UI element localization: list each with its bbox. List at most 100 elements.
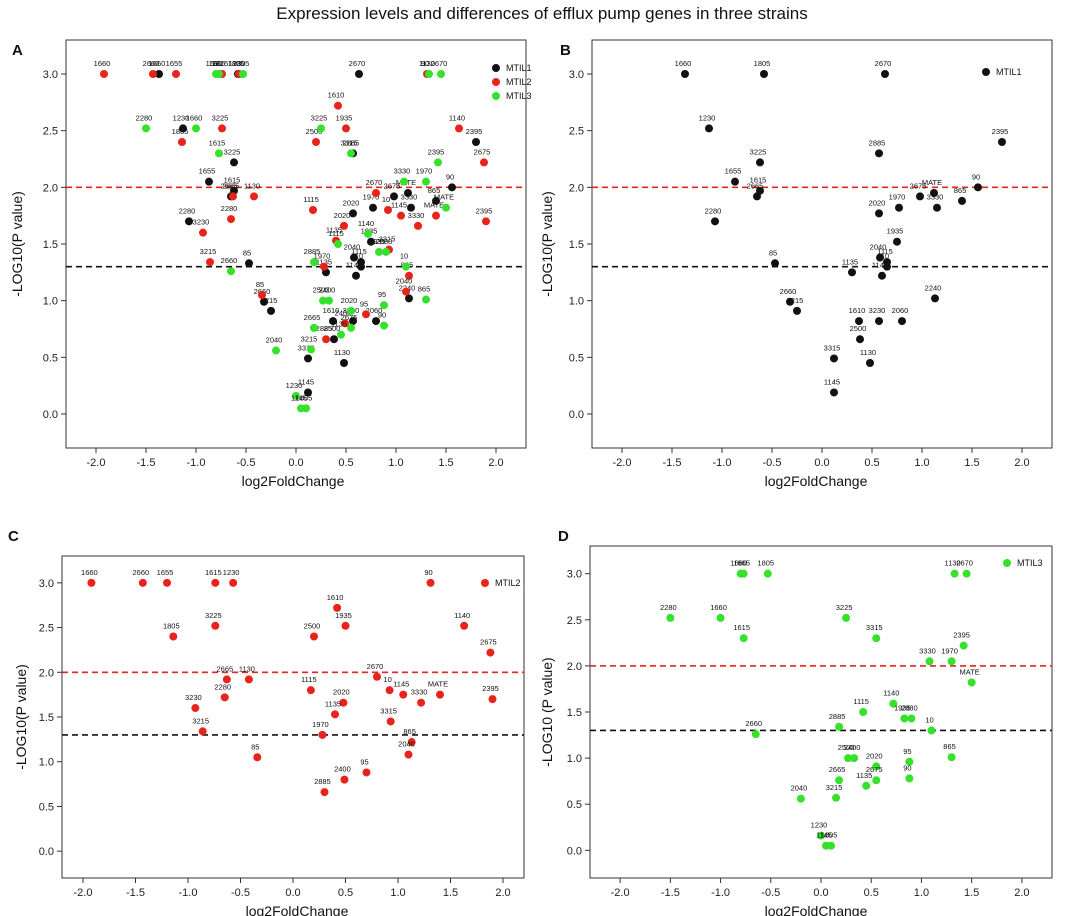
point-label: 90 xyxy=(903,763,911,772)
data-point-mtil1 xyxy=(448,183,456,192)
point-label: 2885 xyxy=(869,138,886,147)
data-point-mtil3 xyxy=(227,267,235,276)
point-label: 3330 xyxy=(927,193,944,202)
point-label: 10 xyxy=(881,252,889,261)
point-label: 3215 xyxy=(192,716,209,725)
legend-marker-mtil1 xyxy=(492,64,500,72)
legend-marker-mtil2 xyxy=(492,78,500,86)
data-point-mtil2 xyxy=(339,698,348,707)
point-label: 1145 xyxy=(391,201,407,210)
y-tick-label: 2.5 xyxy=(43,126,58,138)
data-point-mtil3 xyxy=(889,699,898,708)
point-label: 865 xyxy=(428,186,441,195)
point-label: 2670 xyxy=(431,59,448,68)
panel-d: -2.0 -1.5 -1.0 -0.5 0.0 0.5 1.0 1.5 2.0 0.0 0.5 1.0… xyxy=(539,545,1053,916)
point-label: 1145 xyxy=(298,377,314,386)
point-label: 3315 xyxy=(298,343,315,352)
data-point-mtil2 xyxy=(436,690,444,699)
data-point-mtil2 xyxy=(340,221,348,230)
point-label: 2040 xyxy=(396,277,413,286)
data-point-mtil3 xyxy=(827,841,836,850)
y-axis-title: -LOG10(P value) xyxy=(9,191,25,297)
data-point-mtil2 xyxy=(318,730,327,739)
point-label: 1130 xyxy=(419,59,435,68)
point-label: 2665 xyxy=(304,313,321,322)
x-tick-label: -0.5 xyxy=(231,887,250,899)
data-point-mtil2 xyxy=(482,217,490,226)
data-point-mtil3 xyxy=(215,149,223,158)
data-point-mtil2 xyxy=(404,750,413,759)
data-point-mtil2 xyxy=(220,693,229,702)
data-point-mtil3 xyxy=(325,296,333,305)
point-label: 85 xyxy=(256,280,264,289)
point-label: 3230 xyxy=(185,693,202,702)
data-point-mtil2 xyxy=(341,621,350,630)
data-point-mtil3 xyxy=(380,301,388,310)
point-label: 1970 xyxy=(416,167,433,176)
data-point-mtil1 xyxy=(933,203,941,212)
point-label: 3225 xyxy=(205,611,222,620)
data-point-mtil1 xyxy=(998,138,1006,146)
data-point-mtil1 xyxy=(881,70,889,78)
x-tick-label: -1.5 xyxy=(663,457,682,469)
data-point-mtil1 xyxy=(895,203,903,212)
point-label: 1615 xyxy=(750,176,767,185)
x-tick-label: 0.0 xyxy=(288,457,303,469)
x-tick-label: 2.0 xyxy=(1014,457,1029,469)
point-label: 2280 xyxy=(214,682,231,691)
data-point-mtil1 xyxy=(711,217,719,226)
legend-label: MTIL1 xyxy=(506,63,532,73)
point-label: 1655 xyxy=(725,167,742,176)
data-point-mtil2 xyxy=(340,775,349,784)
legend-marker-mtil1 xyxy=(982,68,990,76)
point-label: 2665 xyxy=(829,765,846,774)
data-point-mtil3 xyxy=(380,321,388,330)
point-label: 2500 xyxy=(324,324,341,333)
data-point-mtil3 xyxy=(844,754,853,763)
y-tick-label: 2.5 xyxy=(39,623,54,635)
point-label: 2885 xyxy=(316,324,333,333)
data-point-mtil2 xyxy=(227,215,235,224)
x-tick-label: -1.0 xyxy=(179,887,198,899)
data-point-mtil2 xyxy=(432,211,440,220)
point-label: MATE xyxy=(428,680,448,689)
data-point-mtil3 xyxy=(905,774,914,783)
point-label: 2675 xyxy=(910,181,927,190)
data-point-mtil3 xyxy=(739,634,748,643)
data-point-mtil1 xyxy=(931,294,939,303)
x-tick-label: -1.5 xyxy=(137,457,156,469)
panel-a: -2.0 -1.5 -1.0 -0.5 0.0 0.5 1.0 1.5 2.0 0.0 0.5 1.0… xyxy=(9,39,532,489)
data-point-mtil1 xyxy=(793,306,801,315)
data-point-mtil2 xyxy=(372,189,380,197)
point-label: 2660 xyxy=(745,719,762,728)
data-point-mtil2 xyxy=(362,768,371,777)
data-point-mtil3 xyxy=(739,569,748,578)
point-label: 2885 xyxy=(343,138,360,147)
y-tick-label: 3.0 xyxy=(569,69,584,81)
point-label: 1970 xyxy=(363,193,380,202)
data-point-mtil3 xyxy=(962,569,971,578)
data-point-mtil1 xyxy=(731,177,739,186)
y-tick-label: 0.5 xyxy=(569,352,584,364)
point-label: 2395 xyxy=(428,147,445,156)
point-label: 2280 xyxy=(221,204,238,213)
point-label: 1115 xyxy=(328,229,344,238)
point-label: 1140 xyxy=(358,219,374,228)
data-point-mtil3 xyxy=(272,346,280,355)
x-tick-label: 2.0 xyxy=(495,887,510,899)
y-tick-label: 1.0 xyxy=(39,757,54,769)
data-point-mtil3 xyxy=(959,641,968,650)
x-tick-label: 1.5 xyxy=(964,457,979,469)
data-point-mtil1 xyxy=(432,196,440,205)
data-point-mtil2 xyxy=(244,675,253,684)
point-label: 2020 xyxy=(343,198,360,207)
x-tick-label: 0.5 xyxy=(338,887,353,899)
point-label: 3215 xyxy=(301,334,318,343)
data-point-mtil2 xyxy=(222,675,231,684)
point-label: 2500 xyxy=(850,324,867,333)
point-label: 1230 xyxy=(223,568,240,577)
point-label: 10 xyxy=(355,252,363,261)
y-tick-label: 0.0 xyxy=(569,409,584,421)
point-label: 1970 xyxy=(889,193,906,202)
data-point-mtil3 xyxy=(317,124,325,133)
